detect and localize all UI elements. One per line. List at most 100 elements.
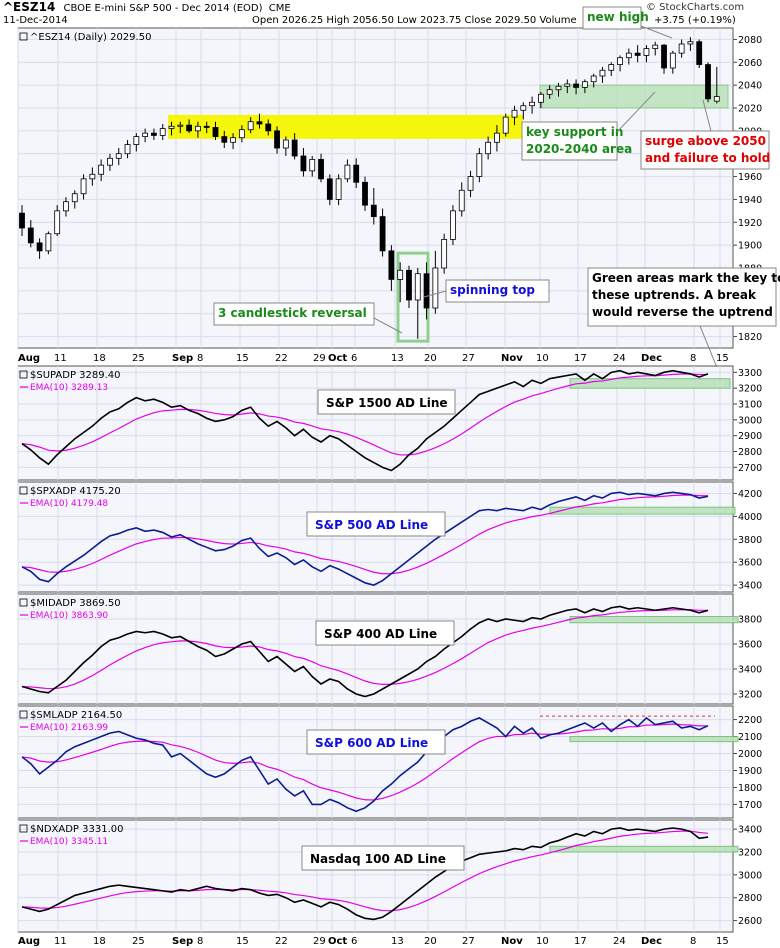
panel-1-ytick-label: 3000 (738, 415, 762, 426)
panel-4-legend-swatch (19, 710, 28, 719)
panel-5-frame (17, 819, 734, 933)
candle-body (537, 93, 544, 103)
panel-2-ytick-label: 4000 (738, 512, 762, 523)
panel-5-label-box (301, 845, 465, 871)
x-tick-label-bottom: 11 (54, 936, 67, 947)
annotation-key-support-box (521, 121, 618, 161)
candle-body (476, 153, 483, 177)
candle-body (63, 201, 69, 212)
panel-1-ytick-label: 3100 (738, 400, 762, 411)
x-tick-label-top: 29 (313, 353, 326, 364)
panel-5-ytick-label: 3000 (738, 870, 762, 881)
watermark: © StockCharts.com (646, 2, 745, 13)
panel-3-ytick-label: 3800 (738, 615, 762, 626)
panel-4-frame (17, 705, 734, 819)
panel-0-ytick-label: 2040 (738, 81, 762, 92)
candle-body (397, 269, 404, 280)
candle-body (370, 204, 377, 217)
panel-4-support-zone (569, 736, 739, 743)
candle-body (687, 41, 694, 45)
candle-body (581, 81, 588, 88)
annotation-reversal-box (213, 302, 375, 326)
x-tick-label-bottom: Sep (172, 936, 193, 947)
candle-body (529, 101, 536, 107)
panel-3-ytick-label: 3400 (738, 665, 762, 676)
panel-1-ad-line (21, 369, 709, 472)
panel-3-ad-line (21, 605, 709, 698)
panel-4-label-box (306, 729, 446, 755)
candle-body (485, 141, 492, 155)
x-tick-label-top: 11 (54, 353, 67, 364)
candle-body (256, 121, 263, 125)
x-tick-label-bottom: 25 (132, 936, 145, 947)
panel-1-ema-legend: EMA(10) 3289.13 (30, 383, 108, 393)
panel-2-ad-line (21, 491, 709, 586)
panel-1-label-box (317, 389, 456, 415)
x-tick-label-top: Oct (328, 353, 347, 364)
header-ohlc: Open 2026.25 High 2056.50 Low 2023.75 Cl… (252, 15, 577, 26)
panel-4-ytick-label: 2100 (738, 732, 762, 743)
candle-body (458, 189, 465, 212)
candle-body (573, 83, 579, 88)
panel-2-ema-line (21, 494, 709, 575)
x-tick-label-top: 8 (197, 353, 203, 364)
candle-body (318, 159, 324, 180)
candle-body (194, 125, 201, 132)
candle-body (80, 178, 87, 195)
x-tick-label-top: 15 (716, 353, 729, 364)
arrow-reversal (373, 317, 403, 334)
panel-1-ytick-label: 2800 (738, 447, 762, 458)
candle-body (555, 85, 562, 91)
candle-body (265, 123, 272, 132)
candle-body (450, 210, 456, 240)
panel-4-ytick-label: 1900 (738, 766, 762, 777)
candle-body (353, 164, 360, 183)
panel-3-ytick-label: 3200 (738, 690, 762, 701)
candle-body (300, 155, 307, 172)
x-tick-label-bottom: Aug (18, 936, 40, 947)
x-tick-label-bottom: Nov (501, 936, 523, 947)
panel-1-support-zone (569, 378, 731, 389)
x-tick-label-top: Sep (172, 353, 193, 364)
x-tick-label-bottom: 8 (690, 936, 696, 947)
candle-body (19, 212, 25, 229)
panel-1-ytick-label: 2900 (738, 431, 762, 442)
x-tick-label-top: 10 (536, 353, 549, 364)
panel-5-ad-line (21, 827, 709, 921)
panel-1-ytick-label: 3300 (738, 368, 762, 379)
panel-1-ema-line (21, 373, 709, 456)
yellow-resistance-zone (168, 114, 523, 139)
candle-body (705, 64, 711, 100)
candle-body (669, 52, 676, 69)
panel-2-label: S&P 500 AD Line (315, 518, 428, 532)
candle-body (45, 233, 52, 252)
candle-body (309, 159, 316, 172)
candle-body (564, 83, 571, 87)
candle-body (151, 132, 157, 136)
candle-body (238, 129, 245, 139)
x-tick-label-top: 24 (613, 353, 626, 364)
exchange: CME (268, 3, 291, 14)
arrow-new-high (640, 25, 673, 39)
candle-body (282, 139, 289, 149)
candle-body (326, 178, 333, 200)
panel-5-label: Nasdaq 100 AD Line (310, 852, 446, 866)
candle-body (124, 144, 131, 155)
x-tick-label-bottom: 27 (462, 936, 475, 947)
candle-body (643, 48, 650, 56)
candle-body (696, 41, 703, 65)
candle-body (590, 75, 597, 83)
candle-body (511, 109, 518, 118)
panel-4-ad-line (21, 716, 709, 813)
x-tick-label-top: Nov (501, 353, 523, 364)
panel-0-ytick-label: 1920 (738, 218, 762, 229)
candle-body (159, 128, 166, 136)
candle-body (362, 181, 368, 206)
annotation-reversal-line: 3 candlestick reversal (218, 306, 367, 320)
x-tick-label-bottom: 18 (93, 936, 106, 947)
arrow-key-support (616, 91, 656, 133)
symbol-description: CBOE E-mini S&P 500 - Dec 2014 (EOD) (63, 3, 263, 14)
x-tick-label-bottom: 24 (613, 936, 626, 947)
panel-4-ema-line (21, 723, 709, 801)
